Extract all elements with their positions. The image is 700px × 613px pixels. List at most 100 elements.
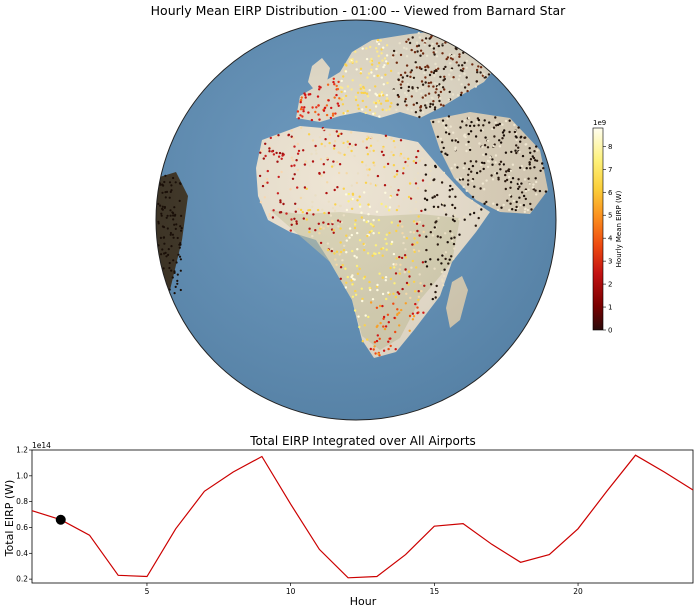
airport-dot (475, 80, 478, 83)
airport-dot (430, 45, 433, 49)
airport-dot (451, 139, 454, 142)
airport-dot (401, 76, 404, 79)
airport-dot (482, 153, 485, 156)
airport-dot (412, 160, 415, 163)
airport-dot (373, 341, 377, 344)
airport-dot (290, 156, 293, 159)
airport-dot (364, 314, 367, 317)
airport-dot (385, 242, 388, 245)
airport-dot (458, 55, 461, 58)
airport-dot (501, 123, 504, 126)
airport-dot (293, 173, 296, 176)
airport-dot (337, 225, 340, 228)
airport-dot (354, 98, 358, 102)
airport-dot (271, 216, 275, 219)
airport-dot (440, 84, 443, 87)
airport-dot (398, 42, 401, 45)
airport-dot (436, 258, 440, 261)
airport-dot (373, 74, 376, 78)
airport-dot (379, 321, 382, 325)
airport-dot (451, 203, 454, 207)
airport-dot (314, 149, 318, 152)
airport-dot (396, 308, 399, 311)
airport-dot (482, 124, 485, 127)
airport-dot (169, 190, 172, 193)
airport-dot (160, 253, 163, 256)
airport-dot (378, 304, 382, 308)
airport-dot (470, 199, 474, 203)
airport-dot (513, 130, 517, 134)
airport-dot (266, 169, 269, 173)
airport-dot (454, 146, 457, 149)
airport-dot (295, 159, 298, 162)
airport-dot (303, 163, 307, 166)
airport-dot (403, 271, 406, 274)
airport-dot (409, 296, 412, 300)
airport-dot (453, 236, 456, 239)
airport-dot (518, 182, 521, 185)
airport-dot (518, 196, 521, 199)
airport-dot (444, 232, 447, 235)
airport-dot (489, 156, 492, 159)
airport-dot (468, 124, 472, 128)
airport-dot (348, 227, 352, 230)
airport-dot (381, 147, 385, 150)
airport-dot (376, 288, 379, 292)
airport-dot (533, 150, 536, 153)
airport-dot (379, 39, 382, 42)
airport-dot (502, 163, 505, 166)
airport-dot (407, 38, 410, 41)
airport-dot (498, 145, 502, 148)
airport-dot (440, 178, 443, 181)
airport-dot (263, 196, 266, 199)
airport-dot (465, 143, 468, 146)
airport-dot (332, 77, 335, 81)
airport-dot (335, 250, 339, 253)
airport-dot (394, 330, 397, 334)
airport-dot (435, 207, 438, 210)
airport-dot (442, 67, 446, 71)
airport-dot (343, 90, 347, 93)
airport-dot (440, 270, 444, 274)
airport-dot (411, 312, 415, 315)
airport-dot (394, 263, 397, 266)
airport-dot (404, 91, 407, 95)
airport-dot (386, 62, 390, 65)
airport-dot (477, 216, 480, 220)
airport-dot (400, 86, 403, 90)
airport-dot (378, 94, 381, 98)
airport-dot (405, 292, 408, 295)
airport-dot (418, 115, 421, 119)
airport-dot (479, 187, 482, 190)
airport-dot (323, 211, 326, 215)
airport-dot (290, 218, 293, 221)
airport-dot (369, 288, 372, 292)
airport-dot (458, 233, 461, 236)
airport-dot (456, 140, 460, 144)
airport-dot (302, 149, 305, 152)
airport-dot (369, 182, 372, 185)
airport-dot (302, 108, 305, 111)
airport-dot (415, 87, 418, 91)
airport-dot (279, 211, 283, 214)
airport-dot (450, 78, 453, 81)
airport-dot (330, 165, 334, 168)
airport-dot (398, 220, 402, 223)
airport-dot (384, 99, 388, 103)
airport-dot (529, 151, 532, 154)
airport-dot (454, 195, 457, 198)
airport-dot (307, 209, 310, 212)
airport-dot (388, 231, 391, 235)
airport-dot (449, 184, 452, 188)
airport-dot (372, 149, 375, 152)
y-tick-label: 0.4 (16, 549, 28, 558)
airport-dot (405, 104, 408, 107)
airport-dot (399, 83, 403, 86)
airport-dot (336, 186, 339, 189)
airport-dot (511, 163, 515, 166)
airport-dot (447, 98, 451, 101)
airport-dot (345, 208, 349, 212)
airport-dot (259, 201, 263, 204)
airport-dot (402, 241, 405, 245)
airport-dot (358, 203, 362, 206)
